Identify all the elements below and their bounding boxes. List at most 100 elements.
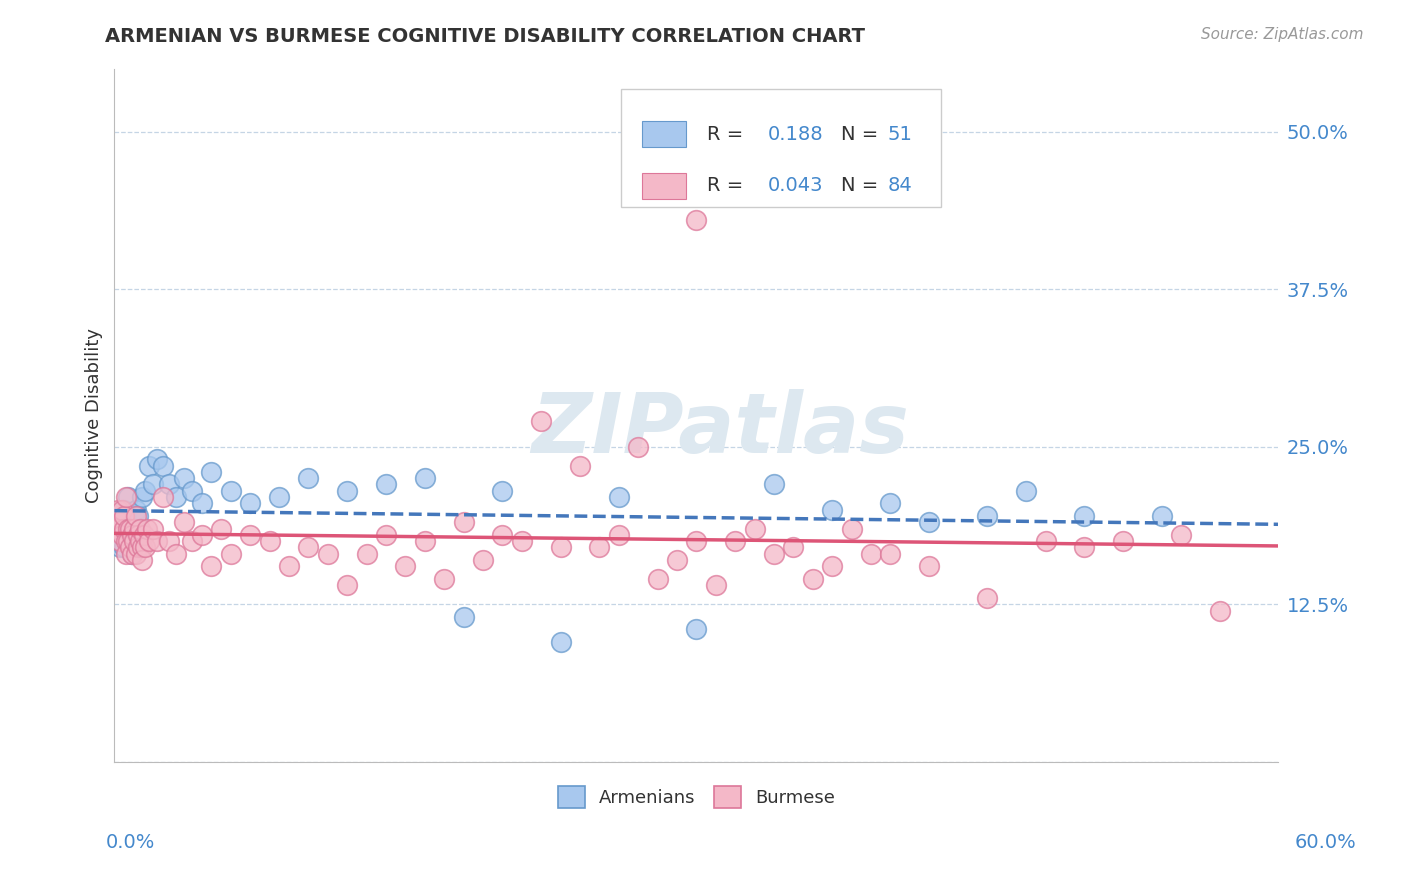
Point (115, 508, 138, 523)
Point (1112, 534, 1135, 549)
Point (200, 559, 222, 574)
Point (117, 522, 139, 536)
Point (105, 508, 128, 523)
Point (122, 522, 145, 536)
Point (336, 578, 359, 592)
Point (744, 522, 766, 536)
Text: N =: N = (841, 125, 884, 144)
Point (166, 490, 188, 504)
Point (138, 534, 160, 549)
Point (122, 508, 145, 523)
Point (121, 547, 143, 561)
Point (607, 490, 630, 504)
Point (453, 610, 475, 624)
Point (190, 528, 212, 542)
Point (181, 483, 204, 498)
Point (550, 541, 572, 555)
Point (685, 534, 707, 549)
Point (607, 528, 630, 542)
Point (157, 477, 180, 491)
Text: N =: N = (841, 177, 884, 195)
Point (190, 496, 212, 510)
Point (181, 534, 204, 549)
Point (1073, 541, 1095, 555)
Point (125, 502, 148, 516)
Point (375, 528, 398, 542)
Point (859, 547, 882, 561)
Point (530, 414, 553, 428)
Point (146, 452, 169, 467)
Point (112, 508, 135, 523)
Point (111, 528, 134, 542)
Point (976, 508, 998, 523)
Bar (641, 121, 686, 147)
Point (166, 547, 188, 561)
Point (879, 547, 901, 561)
Point (316, 547, 339, 561)
Point (131, 490, 153, 504)
Point (665, 553, 688, 567)
Point (821, 559, 844, 574)
Point (200, 465, 222, 479)
Point (128, 534, 150, 549)
Point (152, 490, 174, 504)
Point (110, 516, 132, 530)
Point (1015, 483, 1038, 498)
Bar (641, 173, 686, 199)
Point (762, 477, 785, 491)
Point (131, 553, 153, 567)
Text: R =: R = (707, 125, 749, 144)
Point (121, 528, 143, 542)
Point (588, 541, 610, 555)
Point (115, 534, 138, 549)
Point (105, 508, 128, 523)
Point (110, 516, 132, 530)
Point (1170, 528, 1192, 542)
Point (128, 534, 150, 549)
Point (125, 508, 148, 523)
Point (111, 522, 134, 536)
FancyBboxPatch shape (620, 89, 941, 207)
Point (356, 547, 378, 561)
Point (879, 496, 901, 510)
Text: 51: 51 (887, 125, 912, 144)
Point (122, 528, 145, 542)
Point (269, 490, 291, 504)
Text: ZIPatlas: ZIPatlas (530, 389, 908, 469)
Point (918, 516, 941, 530)
Point (142, 477, 165, 491)
Point (510, 534, 533, 549)
Text: 0.043: 0.043 (768, 177, 823, 195)
Point (110, 534, 132, 549)
Point (127, 528, 149, 542)
Point (112, 502, 135, 516)
Point (115, 547, 138, 561)
Point (118, 541, 141, 555)
Point (433, 572, 456, 586)
Point (118, 534, 141, 549)
Point (107, 502, 129, 516)
Text: R =: R = (707, 177, 749, 195)
Point (569, 458, 592, 473)
Point (157, 534, 180, 549)
Point (122, 534, 145, 549)
Point (209, 522, 232, 536)
Point (127, 541, 149, 555)
Point (107, 522, 129, 536)
Point (136, 522, 159, 536)
Point (239, 528, 262, 542)
Point (173, 516, 195, 530)
Text: 84: 84 (887, 177, 912, 195)
Point (142, 522, 165, 536)
Point (131, 541, 153, 555)
Point (127, 508, 149, 523)
Point (115, 490, 138, 504)
Point (297, 541, 319, 555)
Point (219, 547, 242, 561)
Point (118, 522, 141, 536)
Point (146, 534, 169, 549)
Text: Source: ZipAtlas.com: Source: ZipAtlas.com (1201, 27, 1364, 42)
Point (336, 483, 359, 498)
Text: 60.0%: 60.0% (1295, 833, 1357, 853)
Point (453, 516, 475, 530)
